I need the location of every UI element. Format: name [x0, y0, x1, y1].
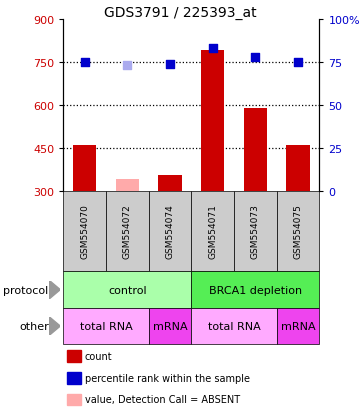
Bar — [149, 191, 191, 272]
Text: control: control — [108, 285, 147, 295]
Bar — [277, 308, 319, 344]
Bar — [116, 180, 139, 191]
Text: GSM554070: GSM554070 — [80, 204, 89, 259]
Bar — [286, 145, 310, 191]
Point — [82, 59, 87, 66]
Text: GSM554075: GSM554075 — [293, 204, 303, 259]
Bar — [158, 176, 182, 191]
Bar — [191, 308, 277, 344]
Text: mRNA: mRNA — [281, 321, 316, 331]
Text: total RNA: total RNA — [79, 321, 132, 331]
Text: GSM554074: GSM554074 — [165, 204, 174, 259]
Bar — [63, 308, 149, 344]
Bar — [234, 191, 277, 272]
Bar — [63, 272, 191, 308]
Bar — [106, 191, 149, 272]
Bar — [201, 51, 225, 191]
Text: protocol: protocol — [4, 285, 49, 295]
Point — [253, 54, 258, 61]
Bar — [191, 191, 234, 272]
Text: mRNA: mRNA — [153, 321, 187, 331]
Bar — [73, 145, 96, 191]
Text: total RNA: total RNA — [208, 321, 260, 331]
Bar — [277, 191, 319, 272]
Bar — [63, 191, 106, 272]
Text: BRCA1 depletion: BRCA1 depletion — [209, 285, 302, 295]
Text: percentile rank within the sample: percentile rank within the sample — [85, 373, 250, 383]
Point — [124, 63, 130, 69]
Polygon shape — [49, 281, 60, 299]
Point — [295, 59, 301, 66]
Text: other: other — [19, 321, 49, 331]
Text: GSM554071: GSM554071 — [208, 204, 217, 259]
Bar — [191, 272, 319, 308]
Text: count: count — [85, 351, 113, 361]
Point — [167, 61, 173, 68]
Bar — [149, 308, 191, 344]
Bar — [244, 108, 267, 191]
Text: value, Detection Call = ABSENT: value, Detection Call = ABSENT — [85, 394, 240, 404]
Polygon shape — [49, 317, 60, 335]
Text: GSM554072: GSM554072 — [123, 204, 132, 259]
Point — [210, 46, 216, 52]
Text: GDS3791 / 225393_at: GDS3791 / 225393_at — [104, 6, 257, 20]
Text: GSM554073: GSM554073 — [251, 204, 260, 259]
